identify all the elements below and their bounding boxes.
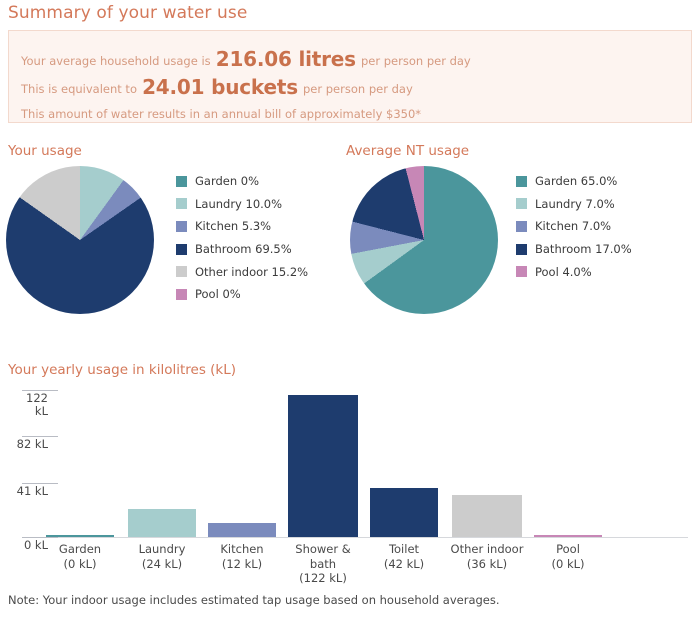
legend-item-label: Pool 4.0% xyxy=(535,264,592,279)
legend-swatch-garden xyxy=(176,175,187,187)
legend-item: Pool 4.0% xyxy=(516,260,632,283)
bar-garden xyxy=(46,535,114,537)
summary-line-average-usage: Your average household usage is 216.06 l… xyxy=(21,49,471,69)
legend-item: Garden 0% xyxy=(176,170,308,193)
summary-line1-value: 216.06 litres xyxy=(215,47,356,71)
legend-item-label: Bathroom 69.5% xyxy=(195,242,292,257)
summary-line-annual-bill: This amount of water results in an annua… xyxy=(21,105,421,121)
legend-swatch-kitchen xyxy=(176,220,187,232)
y-axis-tick xyxy=(22,537,58,538)
summary-line1-prefix: Your average household usage is xyxy=(21,54,211,68)
bar-label: Kitchen (12 kL) xyxy=(220,542,264,571)
bar-label: Toilet (42 kL) xyxy=(383,542,425,571)
bar-pool xyxy=(534,535,602,537)
summary-line2-suffix: per person per day xyxy=(303,82,413,96)
legend-swatch-kitchen xyxy=(516,220,527,232)
bar-label: Shower & bath (122 kL) xyxy=(295,542,351,585)
bar-label: Other indoor (36 kL) xyxy=(450,542,524,571)
legend-item: Laundry 10.0% xyxy=(176,193,308,216)
legend-swatch-pool xyxy=(516,266,527,278)
legend-swatch-other-indoor xyxy=(176,266,187,278)
legend-swatch-bathroom xyxy=(516,243,527,255)
average-nt-usage-title: Average NT usage xyxy=(346,143,470,159)
bar-label: Garden (0 kL) xyxy=(58,542,102,571)
x-axis-baseline xyxy=(58,537,688,538)
legend-your-usage: Garden 0% Laundry 10.0% Kitchen 5.3% Bathro… xyxy=(176,170,308,306)
bar-toilet xyxy=(370,488,438,537)
summary-line2-value: 24.01 buckets xyxy=(142,75,298,99)
bar-label: Pool (0 kL) xyxy=(551,542,585,571)
legend-item-label: Laundry 10.0% xyxy=(195,196,283,211)
y-axis-tick-label: 82 kL xyxy=(16,437,48,451)
y-axis-tick-label: 122 kL xyxy=(26,391,48,418)
legend-item-label: Pool 0% xyxy=(195,287,241,302)
legend-swatch-bathroom xyxy=(176,243,187,255)
legend-item: Bathroom 17.0% xyxy=(516,238,632,261)
legend-item-label: Garden 0% xyxy=(195,174,260,189)
summary-line-buckets: This is equivalent to 24.01 buckets per … xyxy=(21,77,413,97)
summary-line1-suffix: per person per day xyxy=(360,54,471,68)
legend-swatch-laundry xyxy=(176,198,187,210)
bar-laundry xyxy=(128,509,196,537)
bar-other-indoor xyxy=(452,495,522,537)
legend-item: Garden 65.0% xyxy=(516,170,632,193)
bar-shower-bath xyxy=(288,395,358,537)
bar-chart: 122 kL 82 kL 41 kL 0 kL Garden (0 kL) Laundry (2… xyxy=(0,382,700,592)
y-axis-tick xyxy=(22,436,58,437)
legend-item-label: Bathroom 17.0% xyxy=(535,242,632,257)
legend-item-label: Garden 65.0% xyxy=(535,174,618,189)
legend-item: Kitchen 5.3% xyxy=(176,215,308,238)
legend-swatch-garden xyxy=(516,175,527,187)
legend-item: Bathroom 69.5% xyxy=(176,238,308,261)
summary-line3-text: This amount of water results in an annua… xyxy=(21,107,422,121)
legend-item: Pool 0% xyxy=(176,283,308,306)
legend-item-label: Laundry 7.0% xyxy=(535,196,615,211)
page-title: Summary of your water use xyxy=(8,3,248,23)
y-axis-tick xyxy=(22,390,58,391)
summary-panel: Your average household usage is 216.06 l… xyxy=(8,30,692,123)
legend-item-label: Kitchen 5.3% xyxy=(195,219,272,234)
pie-chart-your-usage xyxy=(6,166,154,314)
legend-item: Laundry 7.0% xyxy=(516,193,632,216)
bar-label: Laundry (24 kL) xyxy=(138,542,186,571)
bar-chart-title: Your yearly usage in kilolitres (kL) xyxy=(8,362,237,378)
summary-line2-prefix: This is equivalent to xyxy=(21,82,137,96)
y-axis-tick-label: 0 kL xyxy=(23,538,48,552)
y-axis-tick-label: 41 kL xyxy=(16,484,48,498)
pie-chart-average-nt-usage xyxy=(350,166,498,314)
your-usage-title: Your usage xyxy=(8,143,82,159)
y-axis-tick xyxy=(22,483,58,484)
legend-item-label: Other indoor 15.2% xyxy=(195,264,309,279)
chart-note: Note: Your indoor usage includes estimat… xyxy=(8,593,500,607)
legend-item: Other indoor 15.2% xyxy=(176,260,308,283)
legend-item: Kitchen 7.0% xyxy=(516,215,632,238)
legend-item-label: Kitchen 7.0% xyxy=(535,219,612,234)
legend-swatch-laundry xyxy=(516,198,527,210)
legend-average-nt-usage: Garden 65.0% Laundry 7.0% Kitchen 7.0% Bath… xyxy=(516,170,632,283)
legend-swatch-pool xyxy=(176,288,187,300)
bar-kitchen xyxy=(208,523,276,537)
